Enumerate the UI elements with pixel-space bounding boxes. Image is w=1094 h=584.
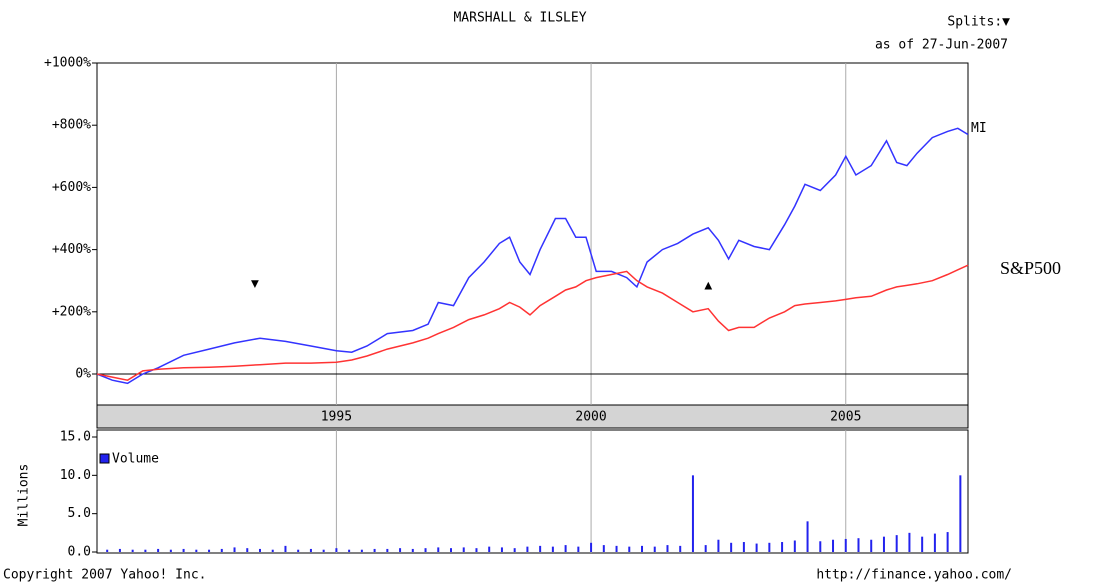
- source-url: http://finance.yahoo.com/: [816, 568, 1012, 583]
- y-tick-label: 0.0: [68, 545, 91, 560]
- volume-bar: [297, 549, 300, 552]
- volume-bar: [271, 549, 274, 552]
- y-tick-label: +600%: [52, 180, 91, 195]
- y-axis-label: Millions: [17, 464, 32, 527]
- volume-bar: [208, 549, 211, 552]
- volume-bar: [704, 545, 707, 552]
- volume-bar: [806, 521, 809, 552]
- volume-bar: [602, 545, 605, 552]
- volume-bar: [169, 549, 172, 552]
- volume-bar: [959, 475, 962, 552]
- volume-bar: [424, 548, 427, 552]
- y-tick-label: 0%: [75, 367, 91, 382]
- volume-bar: [131, 549, 134, 552]
- volume-bar: [284, 545, 287, 552]
- volume-bar: [462, 547, 465, 552]
- volume-bar: [488, 546, 491, 552]
- volume-bar: [118, 548, 121, 552]
- volume-bar: [360, 549, 363, 552]
- volume-bar: [819, 541, 822, 552]
- series-label: MI: [971, 121, 987, 136]
- volume-bar: [653, 546, 656, 552]
- volume-bar: [399, 548, 402, 552]
- volume-bar: [411, 548, 414, 552]
- date-note: as of 27-Jun-2007: [875, 38, 1008, 53]
- volume-bar: [666, 545, 669, 552]
- volume-bar: [908, 532, 911, 552]
- volume-bar: [946, 532, 949, 552]
- y-tick-label: +1000%: [44, 56, 91, 71]
- volume-bar: [182, 548, 185, 552]
- y-tick-label: 5.0: [68, 506, 91, 521]
- volume-bar: [895, 535, 898, 552]
- volume-bar: [679, 545, 682, 552]
- volume-bar: [322, 549, 325, 552]
- volume-bar: [233, 547, 236, 552]
- volume-bar: [577, 546, 580, 552]
- volume-bar: [437, 547, 440, 552]
- volume-bar: [921, 536, 924, 552]
- series-label: S&P500: [1000, 258, 1061, 278]
- volume-bar: [551, 546, 554, 552]
- volume-bar: [933, 533, 936, 552]
- chart-title: MARSHALL & ILSLEY: [453, 11, 586, 26]
- splits-label: Splits:▼: [947, 15, 1010, 30]
- legend-label: Volume: [112, 452, 159, 467]
- volume-bar: [755, 543, 758, 552]
- volume-bar: [768, 542, 771, 552]
- x-tick-label: 2000: [575, 410, 606, 425]
- volume-bar: [730, 542, 733, 552]
- series-line: [96, 264, 969, 381]
- volume-bar: [500, 547, 503, 552]
- x-tick-label: 1995: [321, 410, 352, 425]
- y-tick-label: 10.0: [60, 468, 91, 483]
- split-marker: ▼: [251, 276, 259, 291]
- volume-bar: [258, 548, 261, 552]
- volume-bar: [628, 546, 631, 552]
- volume-bar: [793, 540, 796, 552]
- volume-bar: [781, 542, 784, 552]
- volume-bar: [691, 475, 694, 552]
- plot-frame: [96, 62, 969, 406]
- volume-bar: [144, 549, 147, 552]
- legend-swatch: [99, 453, 110, 464]
- copyright: Copyright 2007 Yahoo! Inc.: [3, 568, 207, 583]
- volume-bar: [157, 548, 160, 552]
- volume-bar: [386, 548, 389, 552]
- volume-bar: [526, 546, 529, 552]
- volume-bar: [615, 545, 618, 552]
- volume-bar: [513, 548, 516, 552]
- y-tick-label: +400%: [52, 242, 91, 257]
- volume-bar: [246, 548, 249, 552]
- y-tick-label: 15.0: [60, 430, 91, 445]
- split-marker: ▲: [704, 278, 712, 293]
- volume-bar: [373, 548, 376, 552]
- volume-bar: [450, 548, 453, 552]
- volume-bar: [475, 548, 478, 552]
- volume-bar: [335, 548, 338, 552]
- volume-bar: [539, 545, 542, 552]
- volume-bar: [195, 549, 198, 552]
- volume-bar: [717, 539, 720, 552]
- x-tick-label: 2005: [830, 410, 861, 425]
- volume-bar: [220, 548, 223, 552]
- plot-frame: [96, 429, 969, 554]
- volume-bar: [832, 539, 835, 552]
- y-tick-label: +200%: [52, 304, 91, 319]
- volume-bar: [882, 536, 885, 552]
- volume-bar: [742, 542, 745, 552]
- y-tick-label: +800%: [52, 118, 91, 133]
- volume-bar: [564, 545, 567, 552]
- volume-bar: [844, 538, 847, 552]
- volume-bar: [870, 539, 873, 552]
- volume-bar: [857, 538, 860, 552]
- volume-bar: [641, 545, 644, 552]
- volume-bar: [309, 548, 312, 552]
- volume-bar: [348, 549, 351, 552]
- series-line: [96, 127, 969, 385]
- volume-bar: [590, 542, 593, 552]
- volume-bar: [106, 549, 109, 552]
